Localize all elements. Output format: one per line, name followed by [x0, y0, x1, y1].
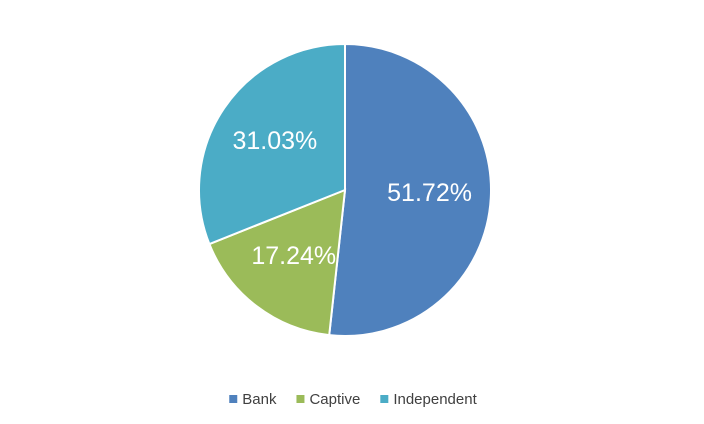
- legend-label: Independent: [393, 391, 477, 408]
- legend: Bank Captive Independent: [229, 391, 478, 408]
- legend-label: Captive: [309, 391, 360, 408]
- legend-label: Bank: [242, 391, 277, 408]
- legend-swatch: [296, 395, 305, 403]
- pie-slice: [328, 42, 492, 337]
- value-label: 17.24%: [251, 242, 336, 270]
- legend-swatch: [380, 395, 389, 403]
- pie-slice: [208, 188, 347, 337]
- value-label: 51.72%: [387, 179, 472, 207]
- legend-swatch: [229, 395, 238, 403]
- pie-slice: [198, 42, 346, 246]
- value-label: 31.03%: [233, 127, 318, 155]
